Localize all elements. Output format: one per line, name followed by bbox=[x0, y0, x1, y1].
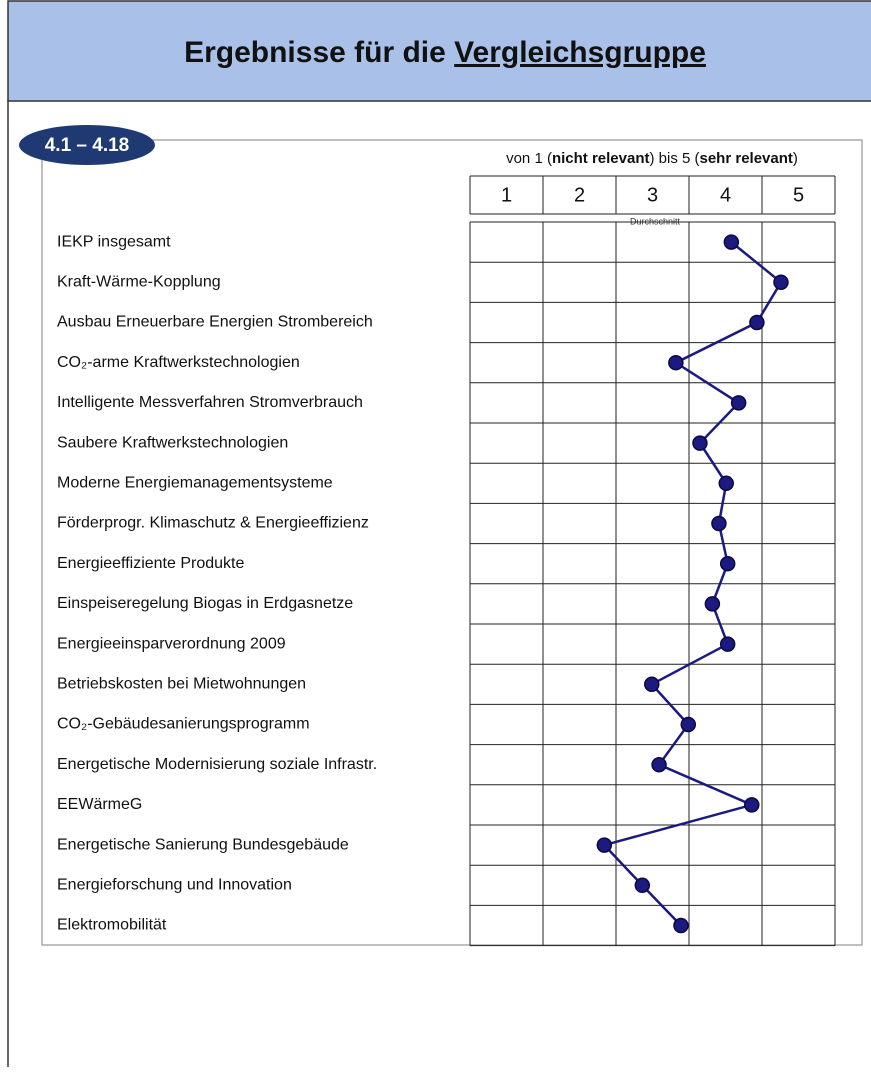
category-label: Energieforschung und Innovation bbox=[57, 877, 292, 894]
category-label: Einspeiseregelung Biogas in Erdgasnetze bbox=[57, 595, 353, 612]
x-tick-label: 3 bbox=[647, 184, 658, 206]
data-point bbox=[719, 555, 736, 572]
category-label: Saubere Kraftwerkstechnologien bbox=[57, 434, 288, 451]
x-tick-label: 2 bbox=[574, 184, 585, 206]
category-label: Förderprogr. Klimaschutz & Energieeffizi… bbox=[57, 515, 369, 532]
data-point bbox=[744, 797, 760, 813]
x-tick-label: 4 bbox=[720, 184, 731, 206]
data-point bbox=[773, 274, 789, 291]
data-point bbox=[718, 475, 734, 492]
category-label: Ausbau Erneuerbare Energien Strombereich bbox=[57, 314, 373, 331]
category-label: Intelligente Messverfahren Stromverbrauc… bbox=[57, 394, 363, 411]
x-tick-label: 5 bbox=[793, 184, 804, 206]
data-point bbox=[668, 354, 684, 371]
header-band bbox=[7, 0, 871, 102]
data-point bbox=[644, 676, 660, 693]
data-point bbox=[711, 515, 727, 532]
subtitle-part: sehr relevant bbox=[700, 150, 793, 167]
data-point bbox=[719, 636, 736, 652]
category-label: Moderne Energiemanagementsysteme bbox=[57, 475, 333, 492]
subtitle-part: von 1 ( bbox=[506, 150, 552, 167]
subtitle-part: nicht relevant bbox=[552, 150, 650, 167]
data-point bbox=[749, 314, 765, 331]
x-tick-label: 1 bbox=[501, 184, 512, 206]
category-label: Elektromobilität bbox=[57, 917, 167, 934]
title-underlined: Vergleichsgruppe bbox=[454, 36, 706, 69]
category-label: Energetische Modernisierung soziale Infr… bbox=[57, 756, 377, 773]
category-label: Betriebskosten bei Mietwohnungen bbox=[57, 676, 306, 693]
category-label: IEKP insgesamt bbox=[57, 233, 171, 250]
badge: 4.1 – 4.18 bbox=[45, 135, 130, 156]
panel bbox=[41, 139, 863, 946]
category-label: Energieeinsparverordnung 2009 bbox=[57, 635, 286, 652]
data-point bbox=[704, 596, 721, 612]
category-label: Kraft-Wärme-Kopplung bbox=[57, 274, 221, 291]
category-label: Energieeffiziente Produkte bbox=[57, 555, 244, 572]
subtitle-part: ) bis 5 ( bbox=[649, 150, 699, 167]
category-label: Energetische Sanierung Bundesgebäude bbox=[57, 836, 349, 853]
data-point bbox=[634, 877, 651, 894]
data-point bbox=[723, 234, 740, 250]
title-text: Ergebnisse für die bbox=[184, 36, 446, 69]
title: Ergebnisse für die Vergleichsgruppe bbox=[184, 36, 706, 69]
category-label: CO₂-Gebäudesanierungsprogramm bbox=[57, 716, 310, 733]
category-label: CO₂-arme Kraftwerkstechnologien bbox=[57, 354, 300, 371]
data-point bbox=[680, 716, 697, 733]
data-point bbox=[692, 435, 708, 451]
data-point bbox=[730, 395, 747, 411]
badge-shape bbox=[19, 125, 155, 165]
data-point bbox=[673, 917, 689, 934]
subtitle: von 1 (nicht relevant) bis 5 (sehr relev… bbox=[506, 150, 798, 167]
subtitle-part: ) bbox=[793, 150, 798, 167]
annotation: Durchschnitt bbox=[630, 216, 681, 226]
category-label: EEWärmeG bbox=[57, 796, 142, 813]
data-point bbox=[596, 837, 613, 853]
data-point bbox=[651, 756, 667, 773]
series-line bbox=[601, 241, 783, 927]
